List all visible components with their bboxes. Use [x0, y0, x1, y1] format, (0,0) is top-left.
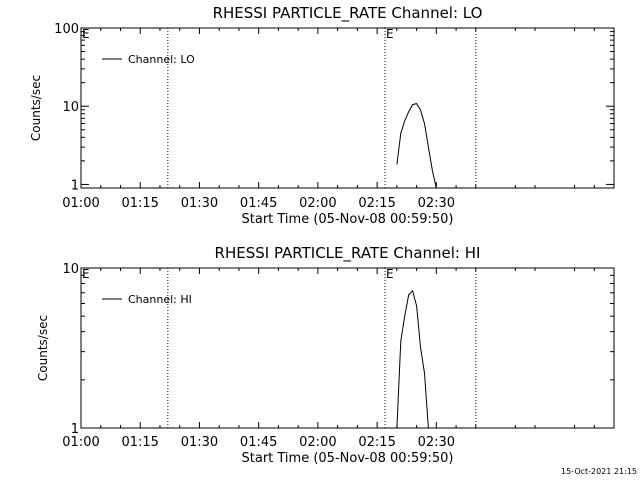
x-tick-label: 02:15: [358, 435, 395, 450]
x-tick-label: 02:30: [418, 196, 455, 211]
plot-frame: [80, 267, 615, 429]
x-tick-label: 01:00: [62, 196, 99, 211]
legend-label: Channel: HI: [128, 293, 192, 306]
y-axis-label: Counts/sec: [29, 75, 43, 141]
event-marker-label: E: [82, 267, 90, 281]
x-tick-label: 01:45: [240, 196, 277, 211]
x-tick-label: 01:30: [181, 435, 218, 450]
x-tick-label: 01:45: [240, 435, 277, 450]
x-tick-label: 01:15: [121, 435, 158, 450]
y-tick-label: 100: [54, 22, 79, 37]
event-marker-label: E: [386, 267, 394, 281]
x-axis-label: Start Time (05-Nov-08 00:59:50): [242, 212, 454, 227]
x-axis-label: Start Time (05-Nov-08 00:59:50): [242, 451, 454, 466]
event-marker-label: E: [82, 27, 90, 41]
figure-timestamp: 15-Oct-2021 21:15: [561, 467, 637, 476]
y-axis-label: Counts/sec: [36, 315, 50, 381]
event-marker-label: E: [386, 27, 394, 41]
y-tick-label: 10: [62, 100, 79, 115]
x-tick-label: 02:00: [299, 196, 336, 211]
x-tick-label: 01:15: [121, 196, 158, 211]
hi-channel-panel: RHESSI PARTICLE_RATE Channel: HI 01:00 01:…: [36, 244, 615, 466]
x-tick-label: 01:30: [181, 196, 218, 211]
x-tick-label: 01:00: [62, 435, 99, 450]
chart-title: RHESSI PARTICLE_RATE Channel: HI: [215, 244, 481, 263]
x-tick-label: 02:15: [358, 196, 395, 211]
x-tick-label: 02:30: [418, 435, 455, 450]
series-line: [396, 103, 437, 188]
legend-label: Channel: LO: [128, 53, 195, 66]
series-line: [396, 289, 429, 428]
y-tick-label: 1: [71, 178, 79, 193]
y-tick-label: 10: [62, 262, 79, 277]
x-tick-label: 02:00: [299, 435, 336, 450]
chart-title: RHESSI PARTICLE_RATE Channel: LO: [213, 4, 483, 23]
plot-frame: [80, 27, 615, 189]
lo-channel-panel: RHESSI PARTICLE_RATE Channel: LO 01:00 01:…: [29, 4, 615, 227]
y-tick-label: 1: [71, 422, 79, 437]
